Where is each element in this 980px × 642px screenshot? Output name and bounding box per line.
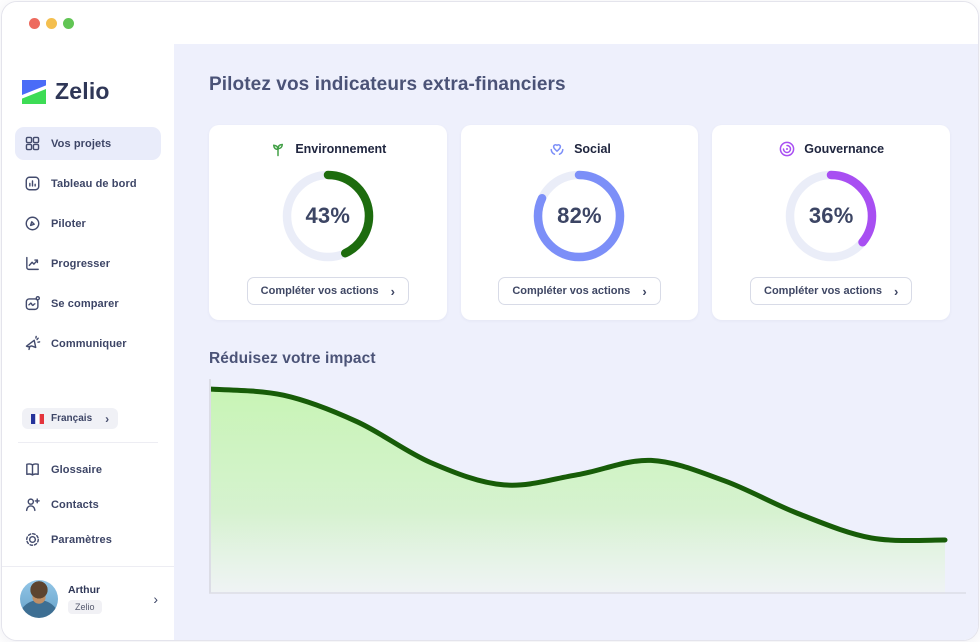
trend-up-icon: [26, 256, 39, 271]
progress-ring: 36%: [782, 167, 880, 265]
maximize-window-button[interactable]: [63, 17, 74, 29]
megaphone-icon: [25, 335, 41, 351]
profile-org-badge: Zelio: [68, 600, 102, 614]
kpi-cards: Environnement 43% Compléter vos actions …: [209, 125, 950, 320]
button-label: Compléter vos actions: [512, 285, 631, 297]
kpi-card-title: Environnement: [295, 142, 387, 156]
compare-wave-icon: [25, 295, 41, 311]
add-contact-icon: [25, 498, 40, 512]
main-content: Pilotez vos indicateurs extra-financiers…: [174, 44, 978, 640]
sidebar-item-label: Paramètres: [51, 533, 112, 546]
sidebar-divider: [18, 442, 158, 443]
chart-line: [207, 386, 948, 544]
logo: Zelio: [2, 44, 174, 125]
sidebar-item-progresser[interactable]: Progresser: [15, 247, 161, 280]
button-label: Compléter vos actions: [260, 285, 379, 297]
minimize-window-button[interactable]: [46, 17, 57, 29]
impact-area-chart: [207, 377, 966, 600]
avatar: [20, 580, 58, 618]
chevron-right-icon: ›: [390, 283, 395, 299]
main-navigation: Vos projets Tableau de bord: [2, 125, 174, 360]
kpi-card-gouvernance: Gouvernance 36% Compléter vos actions ›: [712, 125, 950, 320]
kpi-percentage: 36%: [808, 203, 854, 228]
chevron-right-icon: ›: [893, 283, 899, 299]
sidebar-item-piloter[interactable]: Piloter: [15, 207, 161, 240]
sidebar-item-label: Contacts: [51, 498, 99, 511]
kpi-card-social: Social 82% Compléter vos actions ›: [460, 125, 699, 320]
progress-ring: 82%: [530, 167, 628, 265]
grid-icon: [25, 136, 40, 151]
profile-menu[interactable]: Arthur Zelio ›: [2, 566, 174, 640]
kpi-card-title: Gouvernance: [804, 142, 885, 156]
sidebar-item-label: Glossaire: [51, 463, 103, 476]
sidebar-item-parametres[interactable]: Paramètres: [15, 523, 161, 556]
language-selector[interactable]: Français ›: [22, 408, 119, 429]
language-label: Français: [51, 413, 93, 424]
book-icon: [26, 463, 39, 476]
sidebar-item-label: Piloter: [51, 217, 86, 230]
secondary-navigation: Glossaire Contacts: [2, 449, 174, 566]
chevron-right-icon: ›: [642, 283, 647, 299]
sidebar-item-label: Tableau de bord: [51, 177, 137, 190]
sidebar-item-label: Progresser: [51, 257, 111, 270]
kpi-percentage: 43%: [305, 203, 351, 228]
close-window-button[interactable]: [29, 17, 40, 29]
sprout-icon: [273, 143, 284, 157]
sidebar-item-label: Se comparer: [51, 297, 119, 310]
complete-actions-button[interactable]: Compléter vos actions ›: [498, 277, 661, 305]
kpi-card-environnement: Environnement 43% Compléter vos actions …: [209, 125, 447, 320]
kpi-percentage: 82%: [557, 203, 602, 228]
kpi-card-title: Social: [574, 142, 611, 156]
titlebar: [2, 2, 978, 44]
page-title: Pilotez vos indicateurs extra-financiers: [209, 74, 566, 95]
sidebar-item-communiquer[interactable]: Communiquer: [15, 327, 161, 360]
complete-actions-button[interactable]: Compléter vos actions ›: [246, 277, 409, 305]
heart-hands-icon: [550, 144, 564, 155]
zelio-logo-icon: [22, 79, 46, 104]
sidebar-item-label: Communiquer: [51, 337, 127, 350]
sidebar-item-vos-projets[interactable]: Vos projets: [15, 127, 161, 160]
profile-name: Arthur: [68, 584, 101, 596]
logo-text: Zelio: [55, 78, 110, 104]
sidebar-item-tableau-de-bord[interactable]: Tableau de bord: [15, 167, 161, 200]
compass-pen-icon: [25, 216, 40, 231]
chart-area-fill: [210, 389, 945, 594]
section-title-impact: Réduisez votre impact: [209, 350, 376, 367]
sidebar-item-se-comparer[interactable]: Se comparer: [15, 287, 161, 320]
chevron-right-icon: ›: [105, 411, 110, 426]
complete-actions-button[interactable]: Compléter vos actions ›: [750, 277, 913, 305]
progress-ring: 43%: [279, 167, 377, 265]
sidebar-item-label: Vos projets: [51, 137, 112, 150]
target-icon: [779, 141, 795, 157]
sidebar: Zelio Vos projets: [2, 44, 174, 640]
dashboard-icon: [25, 176, 40, 191]
button-label: Compléter vos actions: [764, 285, 882, 297]
chevron-right-icon: ›: [153, 591, 158, 607]
sidebar-item-contacts[interactable]: Contacts: [15, 488, 161, 521]
sidebar-item-glossaire[interactable]: Glossaire: [15, 453, 161, 486]
gear-icon: [26, 533, 39, 546]
french-flag-icon: [31, 413, 44, 424]
